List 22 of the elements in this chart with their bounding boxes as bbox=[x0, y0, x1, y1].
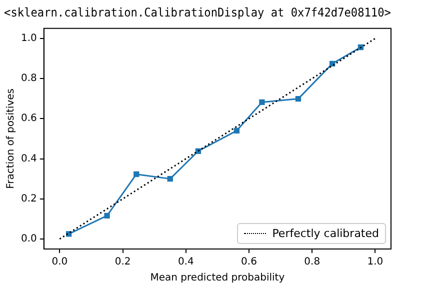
point bbox=[134, 171, 140, 178]
x-axis-title: Mean predicted probability bbox=[150, 272, 285, 284]
point bbox=[167, 176, 173, 182]
x-tick-label: 0.4 bbox=[178, 256, 194, 268]
point bbox=[259, 99, 265, 106]
y-tick-label: 1.0 bbox=[20, 33, 37, 44]
point bbox=[104, 212, 110, 219]
legend-label: Perfectly calibrated bbox=[272, 227, 379, 240]
x-tick-label: 0.2 bbox=[114, 256, 131, 268]
x-tick-label: 0.8 bbox=[304, 256, 320, 268]
point bbox=[295, 96, 302, 102]
x-tick-label: 1.0 bbox=[367, 256, 384, 268]
y-tick-label: 0.6 bbox=[20, 113, 37, 124]
y-tick-label: 0.0 bbox=[20, 234, 37, 245]
y-tick-label: 0.2 bbox=[20, 193, 37, 204]
y-tick-label: 0.8 bbox=[20, 73, 37, 84]
point bbox=[234, 128, 240, 134]
x-tick-label: 0.6 bbox=[241, 256, 257, 268]
x-tick-label: 0.0 bbox=[52, 256, 68, 268]
chart-title: <sklearn.calibration.CalibrationDisplay at 0x7f42d7e08110> bbox=[4, 4, 391, 20]
y-tick-label: 0.4 bbox=[20, 153, 37, 164]
y-axis-title: Fraction of positives bbox=[6, 88, 17, 189]
